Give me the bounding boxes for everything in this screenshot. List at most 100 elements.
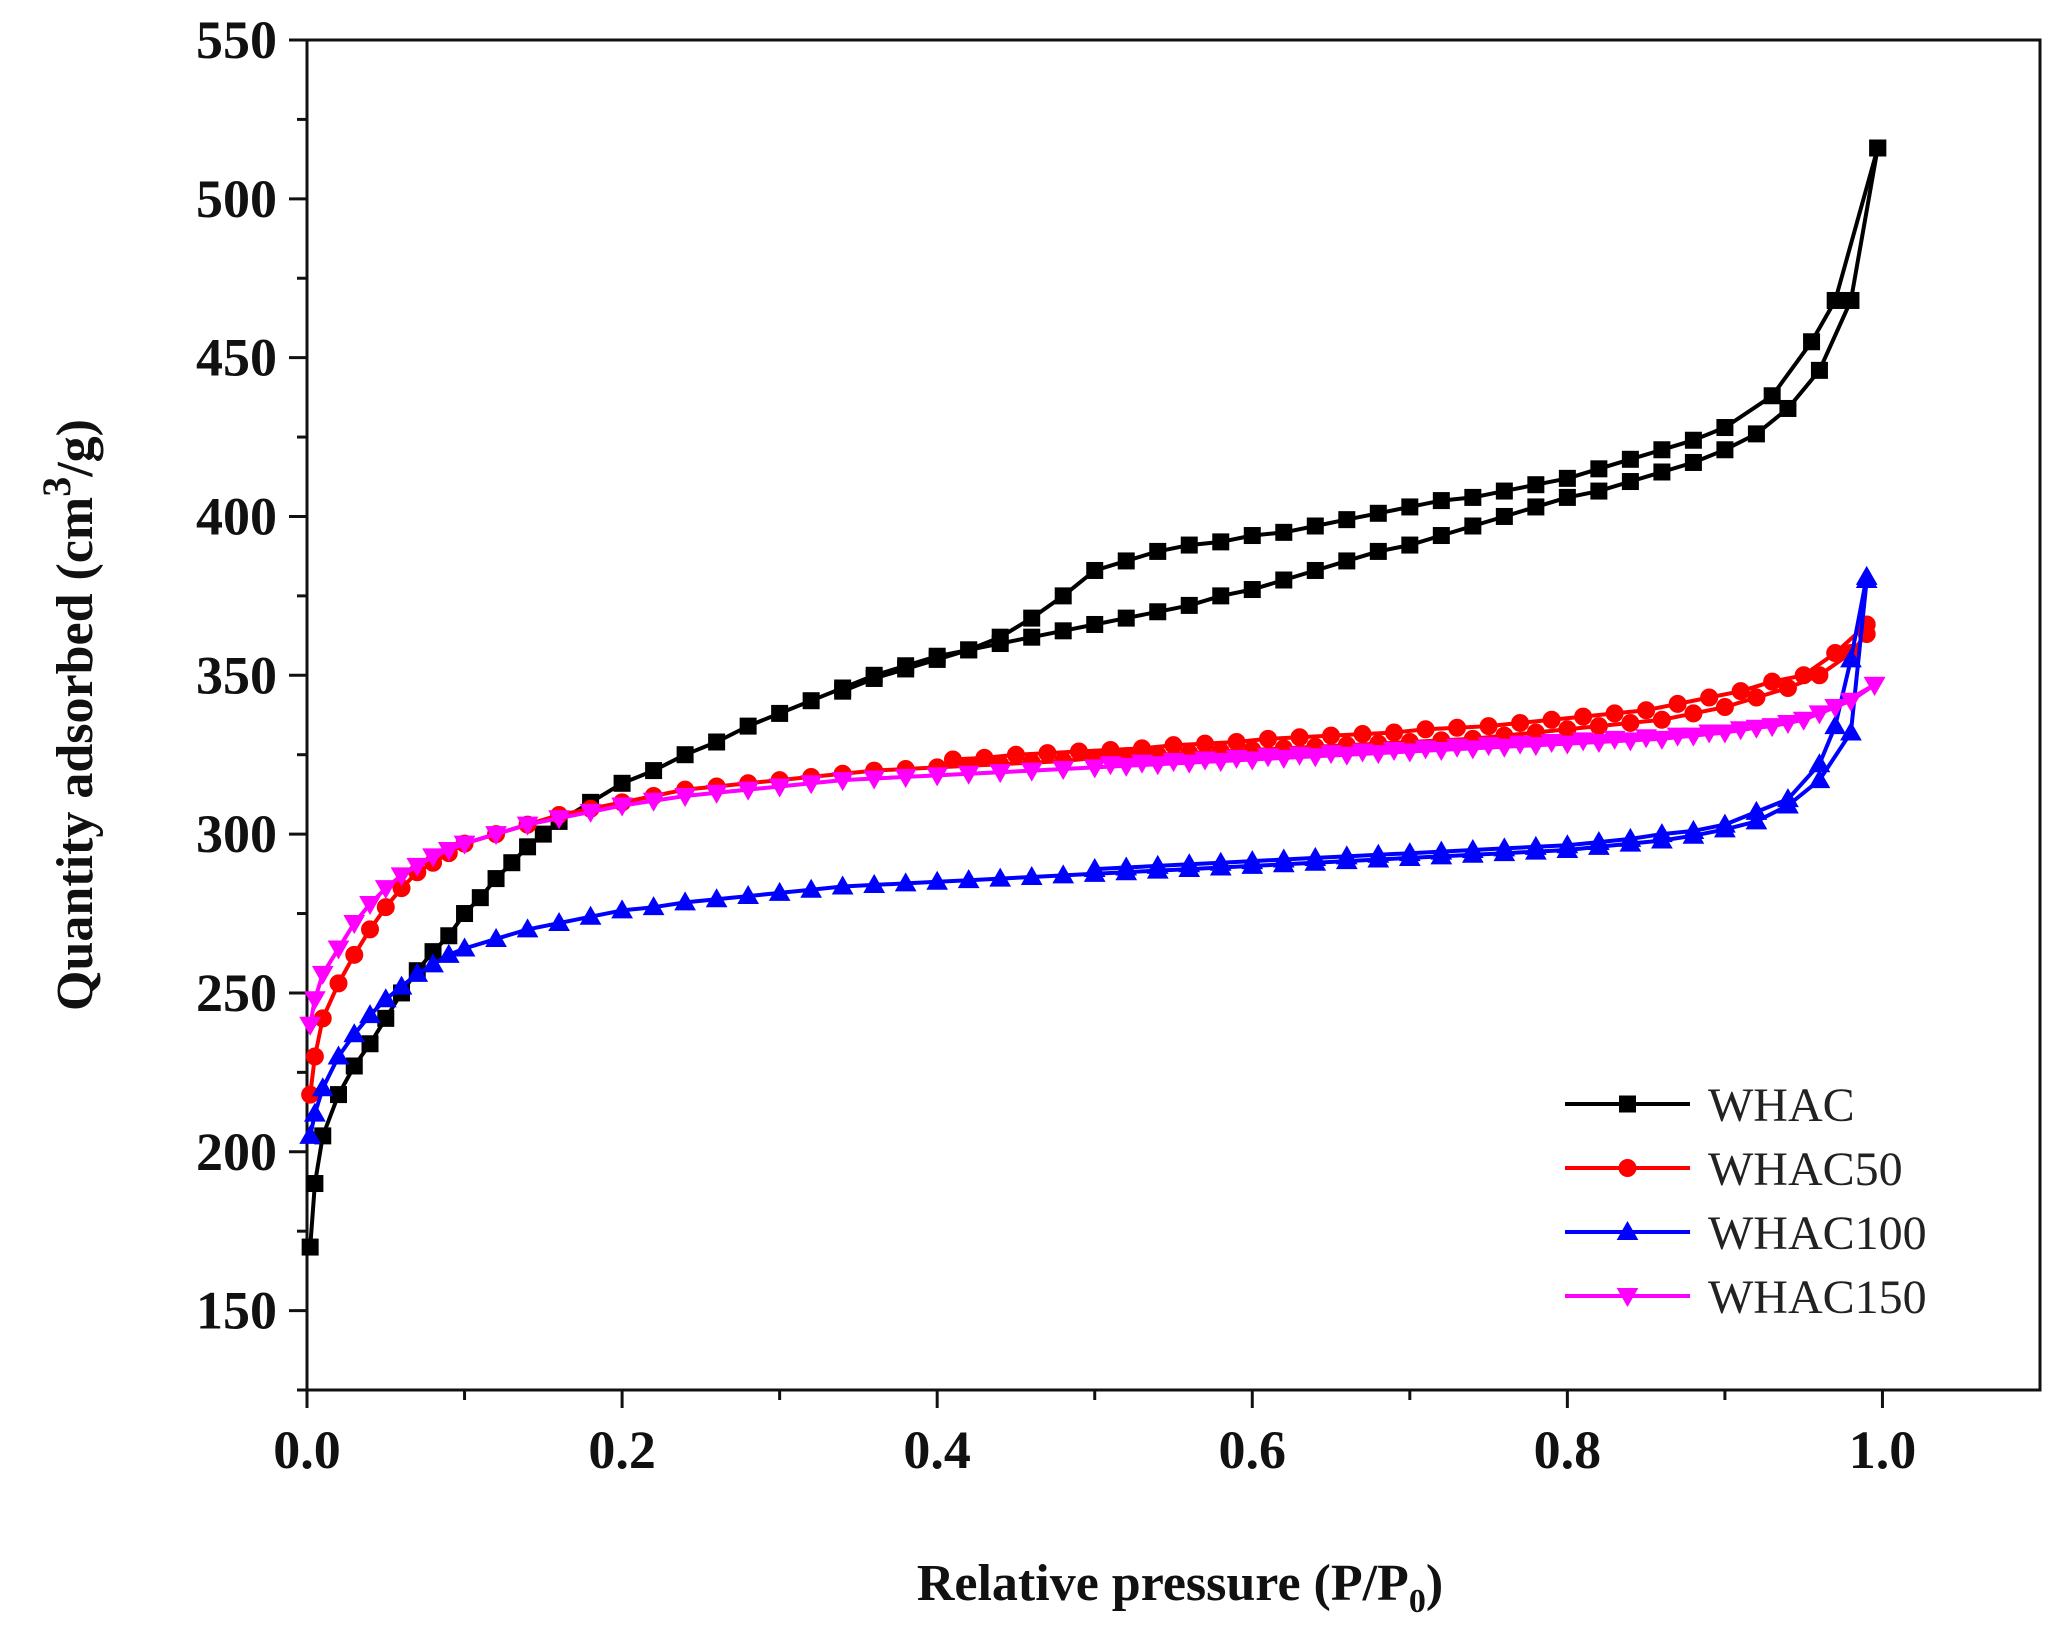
x-axis-title-end: ): [1426, 1555, 1443, 1612]
whac100-desorption-point: [1335, 845, 1358, 865]
whac150-adsorption-point: [1020, 762, 1043, 782]
whac150-adsorption-point: [1083, 759, 1106, 779]
whac-desorption-point: [1180, 536, 1198, 554]
whac-adsorption-point: [1243, 581, 1261, 599]
whac100-adsorption-point: [1020, 865, 1043, 885]
whac-desorption-point: [1558, 469, 1576, 487]
whac100-adsorption-point: [926, 870, 949, 890]
y-tick-label: 250: [196, 963, 277, 1023]
legend-marker: [1616, 1220, 1639, 1240]
whac-adsorption-point: [1369, 542, 1387, 560]
whac150-adsorption-point: [989, 764, 1012, 784]
whac-adsorption-point: [345, 1057, 363, 1075]
series-whac: [301, 139, 1887, 1256]
whac100-desorption-point: [1430, 840, 1453, 860]
y-axis-title-sup: 3: [34, 477, 79, 497]
whac-desorption-point: [1716, 419, 1734, 437]
whac50-desorption-point: [1227, 733, 1246, 751]
y-axis-title-end: /g): [47, 419, 104, 478]
x-axis-title-main: Relative pressure (P/P: [917, 1555, 1409, 1612]
whac-adsorption-point: [1464, 517, 1482, 535]
whac100-adsorption-point: [1840, 721, 1862, 741]
x-axis-title: Relative pressure (P/P0): [917, 1555, 1443, 1620]
y-tick-label: 550: [196, 10, 277, 70]
whac-adsorption-point: [802, 692, 820, 710]
whac100-desorption-point: [1714, 813, 1736, 833]
whac150-adsorption-point: [611, 797, 633, 817]
whac100-adsorption-point: [327, 1045, 350, 1065]
x-axis-title-sub: 0: [1409, 1583, 1426, 1620]
whac-desorption-point: [1369, 504, 1387, 522]
whac50-desorption-point: [1574, 707, 1593, 726]
whac100-adsorption-point: [768, 881, 791, 901]
whac50-adsorption-point: [1621, 713, 1640, 732]
whac-adsorption-point: [503, 854, 521, 872]
whac100-adsorption-point: [737, 885, 759, 905]
legend-marker: [1616, 1288, 1639, 1308]
whac150-desorption-point: [1863, 676, 1886, 696]
whac-adsorption-point: [440, 927, 458, 945]
whac100-desorption-point: [1272, 848, 1295, 868]
whac150-adsorption-point: [304, 991, 326, 1011]
whac100-desorption-point: [1146, 854, 1169, 874]
series-layer: [299, 139, 1887, 1256]
whac100-adsorption-point: [642, 896, 665, 916]
series-whac50: [301, 615, 1876, 1104]
whac50-desorption-point: [1542, 710, 1561, 729]
whac150-adsorption-point: [800, 775, 823, 795]
whac100-adsorption-point: [863, 873, 886, 893]
whac-desorption-point: [1621, 450, 1639, 468]
whac-adsorption-point: [1054, 622, 1072, 640]
whac150-adsorption-point: [737, 781, 759, 801]
whac150-adsorption-point: [311, 965, 334, 985]
whac-adsorption-point: [1117, 609, 1135, 627]
whac150-desorption-point: [1635, 729, 1657, 749]
whac-adsorption-point: [1842, 291, 1860, 309]
whac50-desorption-point: [1826, 644, 1845, 663]
whac100-adsorption-point: [548, 912, 570, 932]
whac-adsorption-point: [534, 825, 552, 843]
whac50-desorption-point: [1132, 739, 1151, 758]
whac-adsorption-point: [1149, 603, 1167, 621]
whac-desorption-point: [1826, 291, 1844, 309]
whac50-desorption-point: [1259, 729, 1278, 748]
plot-frame: [305, 38, 2042, 1392]
whac100-desorption-point: [1115, 856, 1138, 876]
whac-adsorption-point: [676, 746, 694, 764]
whac-desorption-point: [1527, 476, 1545, 494]
x-tick-label: 0.2: [588, 1420, 656, 1480]
whac150-adsorption-point: [359, 896, 381, 916]
whac150-adsorption-point: [705, 784, 728, 804]
whac-adsorption-point: [1212, 587, 1230, 605]
whac-desorption-point: [1338, 511, 1356, 529]
whac50-desorption-point: [1794, 666, 1813, 685]
whac100-adsorption-point: [516, 918, 539, 938]
y-axis-ticks: 150 200 250 300 350 400 450 500 550: [196, 10, 307, 1392]
whac-adsorption-point: [1590, 482, 1608, 500]
whac50-adsorption-point: [361, 920, 380, 939]
whac150-adsorption-point: [894, 768, 917, 788]
whac100-adsorption-point: [800, 878, 823, 898]
whac-adsorption-point: [1558, 488, 1576, 506]
whac-adsorption-point: [1810, 361, 1828, 379]
whac150-adsorption-point: [579, 803, 602, 823]
whac150-adsorption-point: [453, 835, 476, 855]
whac-desorption-point: [1590, 460, 1608, 478]
whac50-desorption-point: [1101, 740, 1120, 759]
y-axis-title-main: Quantity adsorbed (cm: [47, 497, 104, 1011]
whac-adsorption-point: [708, 733, 726, 751]
legend-item-whac100: WHAC100: [1565, 1207, 1927, 1260]
whac150-desorption-point: [1666, 727, 1689, 747]
whac100-adsorption-point: [343, 1023, 366, 1043]
whac-adsorption-point: [306, 1175, 324, 1193]
whac100-adsorption-point: [304, 1102, 326, 1122]
whac-desorption-point: [1684, 431, 1702, 449]
whac-adsorption-point: [1495, 507, 1513, 525]
whac100-adsorption-point: [299, 1124, 322, 1144]
whac150-desorption-point: [1225, 749, 1248, 769]
y-tick-label: 450: [196, 328, 277, 388]
whac50-desorption-point: [1605, 704, 1624, 723]
whac100-adsorption-point: [311, 1077, 334, 1097]
whac50-desorption-point: [1700, 688, 1719, 707]
